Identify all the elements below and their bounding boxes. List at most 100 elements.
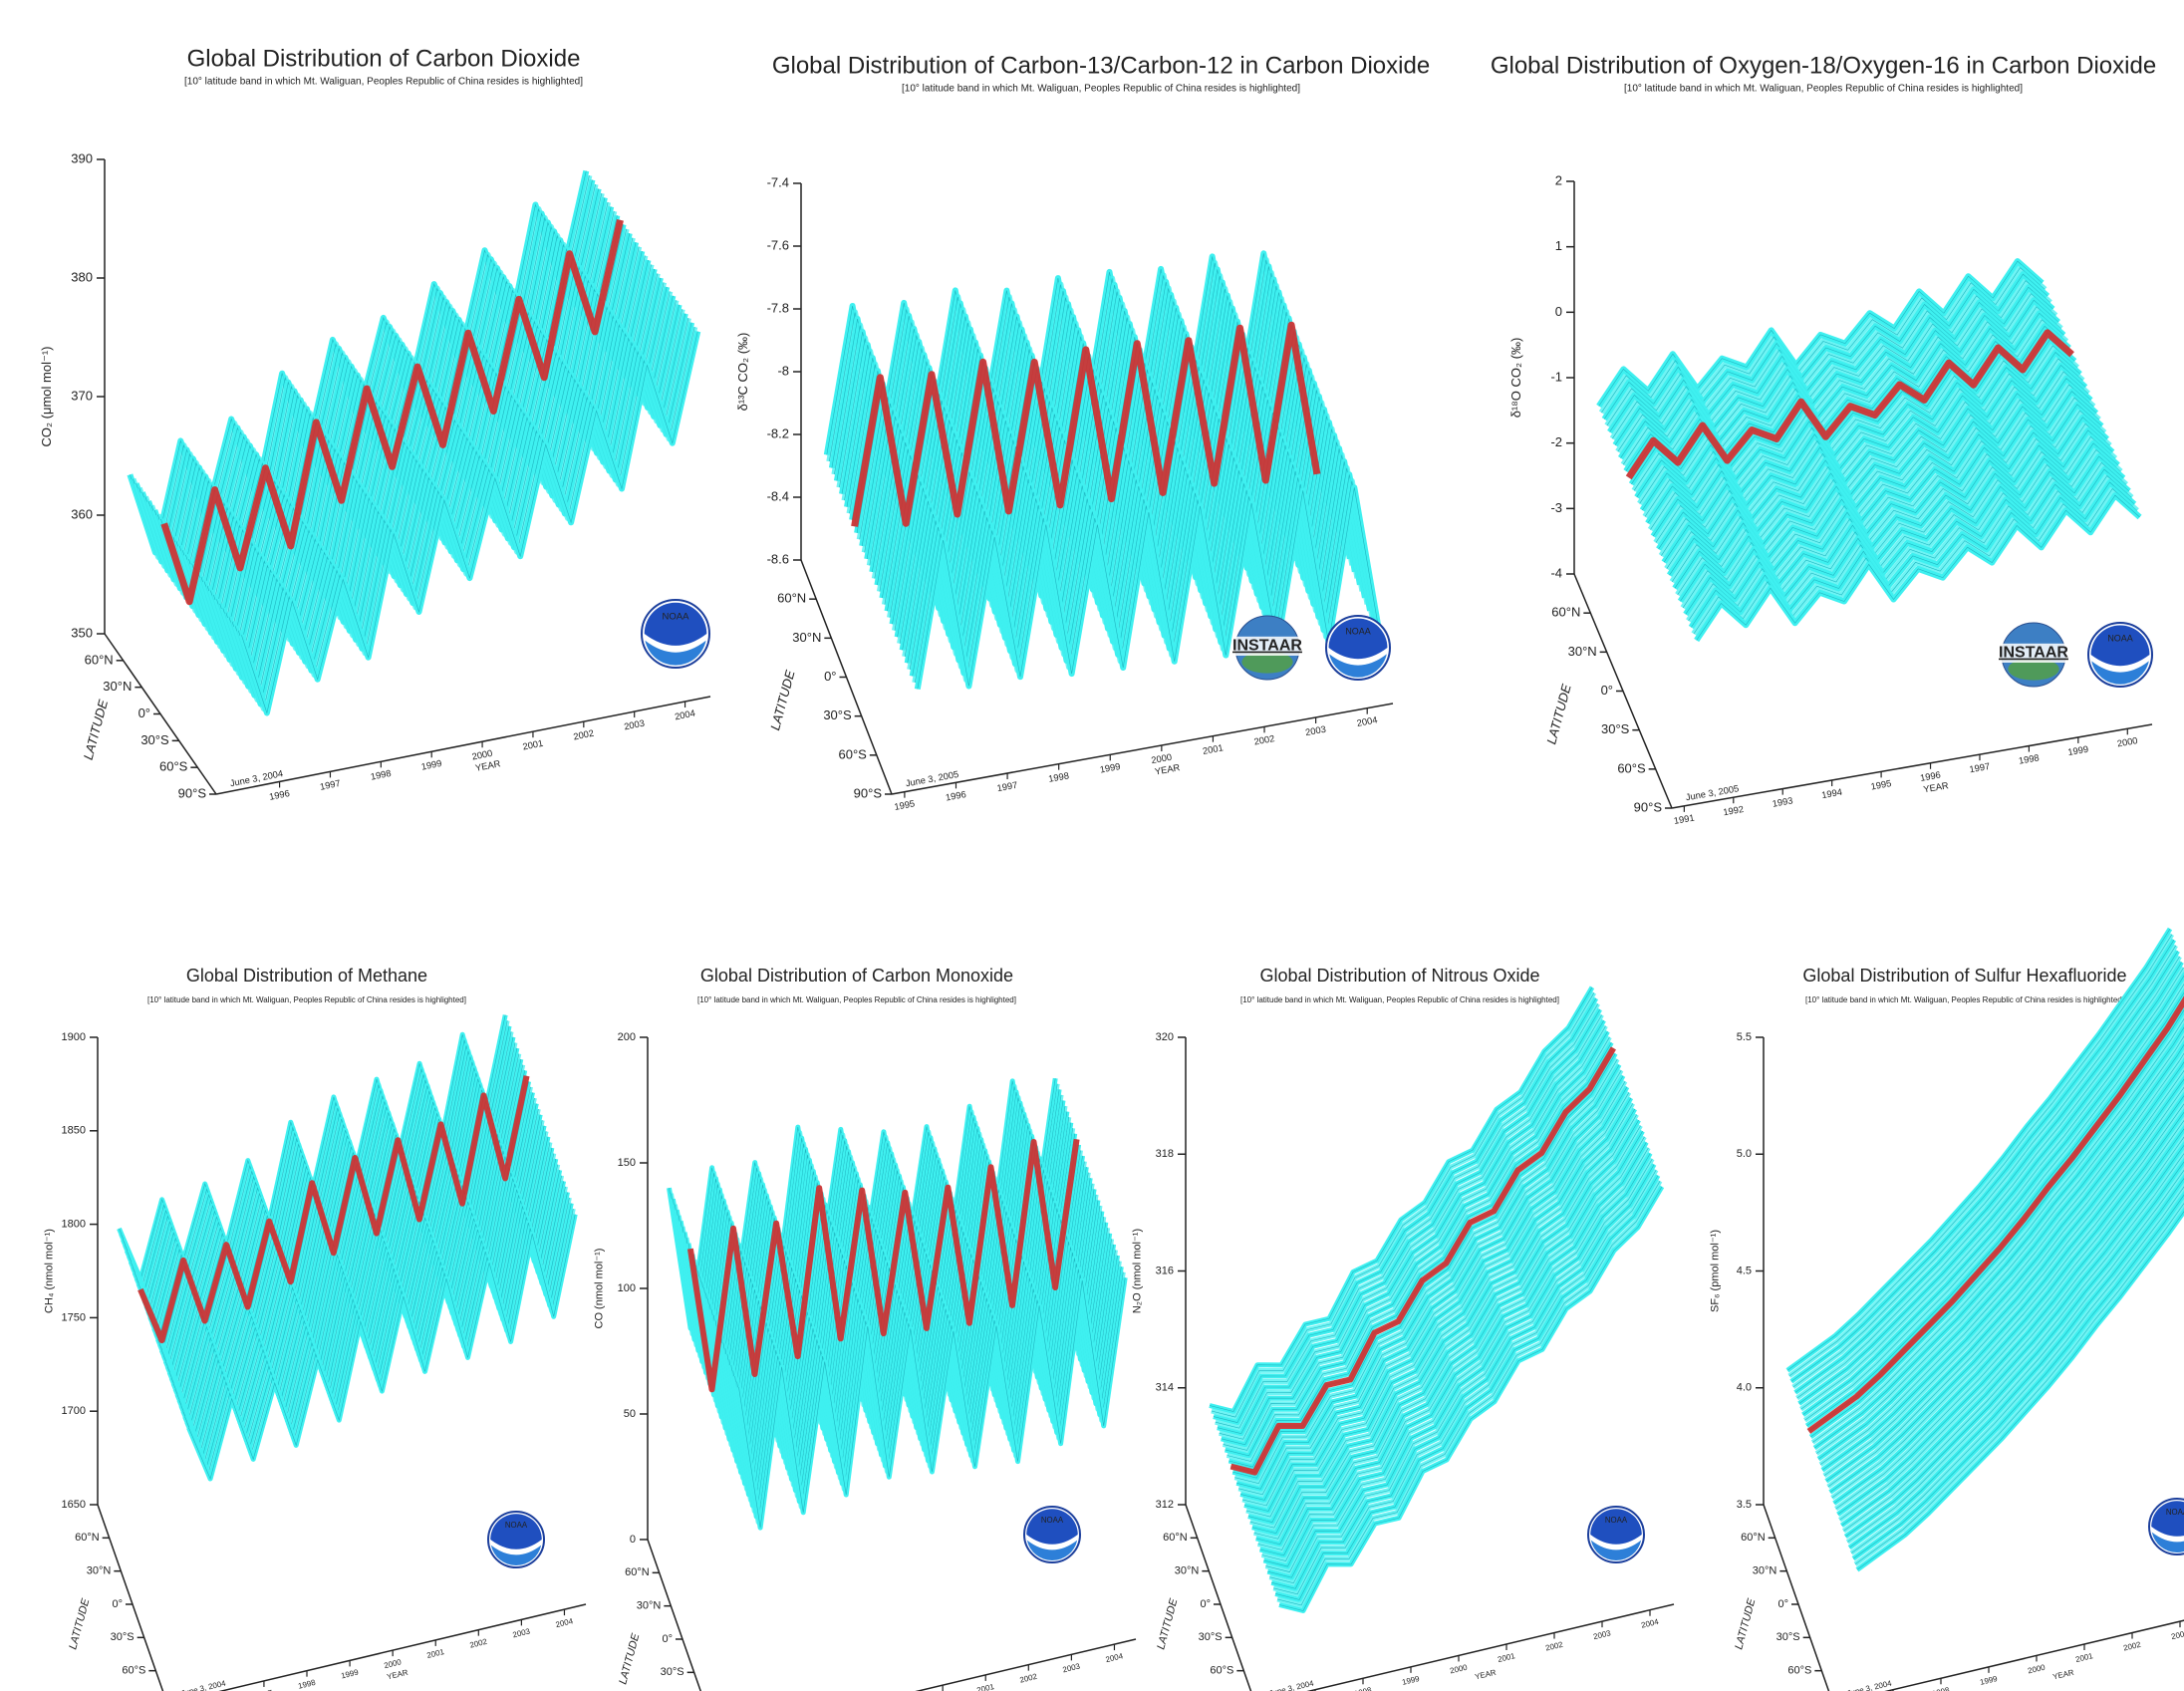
x-tick-label: 1992: [1723, 804, 1745, 817]
latitude-tick-label: 0°: [112, 1598, 123, 1610]
surface-mesh: [831, 266, 1295, 468]
x-tick-label: 2004: [555, 1616, 575, 1629]
surface-mesh: [1845, 1161, 2184, 1538]
surface-mesh: [1655, 397, 2099, 543]
x-tick-label: 1999: [420, 758, 442, 772]
y-tick-label: 0: [1555, 304, 1562, 319]
chart-subtitle: [10° latitude band in which Mt. Waliguan…: [697, 995, 1016, 1004]
y-tick-label: 1700: [62, 1405, 86, 1417]
x-tick-label: 1993: [1772, 795, 1793, 808]
surface-mesh: [1612, 293, 2056, 439]
surface-mesh: [1251, 1108, 1636, 1535]
surface-mesh: [1688, 475, 2132, 622]
date-label: June 3, 2004: [180, 1678, 227, 1691]
panel: Global Distribution of Carbon Dioxide [10…: [39, 45, 711, 802]
y-tick-label: 1900: [62, 1031, 86, 1043]
latitude-tick-label: 90°S: [854, 785, 883, 800]
y-tick-label: 370: [71, 388, 93, 403]
latitude-tick-label: 90°S: [1634, 799, 1663, 814]
surface-mesh: [1243, 1086, 1628, 1512]
y-tick-label: 1850: [62, 1125, 86, 1137]
x-tick-label: 1998: [1353, 1685, 1373, 1691]
surface-mesh: [1663, 417, 2108, 563]
surface-mesh: [1806, 991, 2184, 1427]
surface-mesh: [1835, 1120, 2184, 1510]
y-tick-label: 100: [618, 1282, 636, 1294]
latitude-tick-label: 60°S: [838, 746, 867, 761]
y-axis-label: CO (nmol mol⁻¹): [594, 1249, 606, 1329]
latitude-axis: [97, 1504, 164, 1691]
x-axis: [915, 1638, 1137, 1691]
latitude-axis-label: LATITUDE: [67, 1596, 92, 1650]
x-tick-label: 1997: [319, 778, 341, 792]
x-tick-label: 1998: [297, 1678, 317, 1691]
surface-mesh: [897, 435, 1361, 638]
surface-mesh: [1819, 1052, 2184, 1466]
y-tick-label: -7.8: [767, 300, 789, 315]
x-tick-label: 2004: [1640, 1617, 1660, 1630]
x-tick-label: 2001: [1202, 742, 1224, 756]
y-tick-label: 314: [1156, 1382, 1174, 1394]
surface-mesh: [869, 364, 1333, 566]
surface-mesh: [1682, 461, 2127, 609]
latitude-axis: [1185, 1504, 1252, 1691]
latitude-tick-label: 30°N: [103, 679, 132, 694]
latitude-axis: [1763, 1504, 1830, 1691]
logo-sea: [645, 640, 706, 666]
chart-title: Global Distribution of Oxygen-18/Oxygen-…: [1491, 52, 2156, 79]
logo-sky: [2151, 1501, 2184, 1537]
latitude-tick-label: 30°S: [1601, 721, 1630, 736]
logo-sky: [2090, 625, 2150, 667]
latitude-tick-label: 30°S: [140, 732, 169, 747]
surface-mesh: [1211, 992, 1595, 1418]
surface-mesh: [1622, 319, 2067, 465]
y-tick-label: -8.4: [767, 488, 789, 503]
surface-mesh: [1804, 984, 2184, 1421]
latitude-tick-label: 60°S: [1617, 760, 1646, 775]
surface-mesh: [899, 441, 1363, 644]
surface-mesh: [1852, 1194, 2184, 1559]
y-tick-label: 1650: [62, 1499, 86, 1511]
surface-mesh: [1833, 1111, 2184, 1504]
surface-mesh: [1650, 384, 2094, 530]
surface-mesh: [1800, 967, 2184, 1410]
logo-text: NOAA: [1605, 1516, 1628, 1525]
y-tick-label: 350: [71, 625, 93, 640]
surface-mesh: [1261, 1136, 1645, 1561]
surface-mesh: [1253, 1114, 1637, 1540]
latitude-tick-label: 60°N: [777, 591, 806, 606]
y-axis-label: CO₂ (μmol mol⁻¹): [39, 346, 54, 446]
surface-mesh: [1831, 1103, 2184, 1499]
surface-mesh: [1812, 1017, 2184, 1443]
logo-sky: [1328, 618, 1388, 660]
chart-title: Global Distribution of Sulfur Hexafluori…: [1802, 966, 2126, 986]
chart-title: Global Distribution of Methane: [186, 966, 427, 986]
logo-text: NOAA: [1345, 626, 1370, 636]
y-tick-label: -2: [1550, 434, 1562, 449]
x-tick-label: 2003: [1304, 724, 1326, 738]
panel: Global Distribution of Methane [10° latit…: [44, 966, 587, 1691]
latitude-axis-label: LATITUDE: [617, 1631, 642, 1685]
x-axis-label: YEAR: [386, 1668, 409, 1682]
y-tick-label: -8: [777, 363, 789, 378]
x-tick-label: 2004: [1105, 1651, 1125, 1664]
surface-mesh: [1275, 1175, 1659, 1600]
surface-mesh: [1671, 435, 2116, 582]
y-tick-label: 50: [624, 1408, 636, 1420]
x-tick-label: 1999: [1401, 1674, 1421, 1687]
x-tick-label: 2002: [573, 728, 595, 742]
surface-mesh: [1790, 940, 2175, 1382]
surface-mesh: [1786, 928, 2171, 1371]
x-axis: [1306, 1603, 1675, 1691]
surface-mesh: [1221, 1019, 1604, 1446]
surface-mesh: [1614, 299, 2059, 445]
surface-mesh: [1814, 1026, 2184, 1449]
highlight-band: [851, 321, 1321, 527]
surface-mesh: [1209, 986, 1593, 1412]
y-tick-label: 4.5: [1737, 1265, 1752, 1276]
surface-mesh: [879, 390, 1343, 592]
latitude-tick-label: 60°N: [1163, 1532, 1188, 1544]
x-tick-label: 1998: [2018, 752, 2040, 765]
y-axis-label: CH₄ (nmol mol⁻¹): [44, 1229, 56, 1313]
x-tick-label: 1995: [894, 798, 916, 812]
